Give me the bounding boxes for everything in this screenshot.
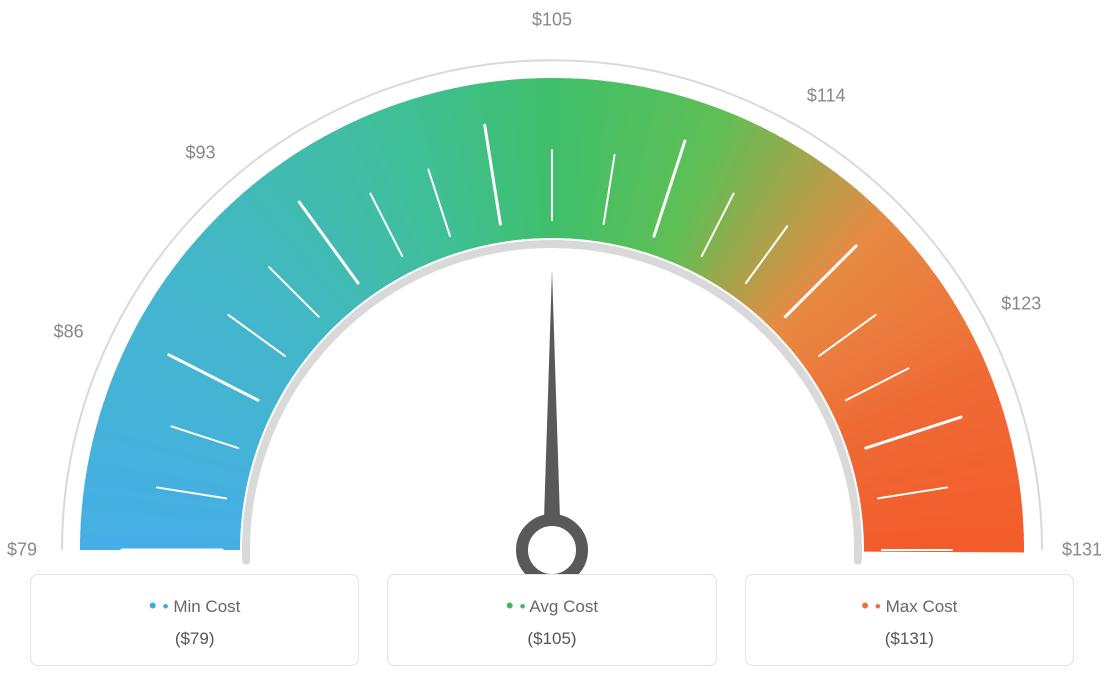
legend-title-max: • Max Cost (756, 593, 1063, 619)
gauge-chart: $79 $86 $93 $105 $114 $123 $131 (0, 0, 1104, 560)
gauge-scale-label: $131 (1062, 540, 1102, 561)
legend-value-max: ($131) (756, 629, 1063, 649)
legend-row: • Min Cost ($79) • Avg Cost ($105) • Max… (0, 574, 1104, 666)
legend-value-min: ($79) (41, 629, 348, 649)
legend-card-avg: • Avg Cost ($105) (387, 574, 716, 666)
gauge-scale-label: $123 (1001, 293, 1041, 314)
gauge-scale-label: $114 (807, 86, 846, 107)
gauge-svg (0, 20, 1104, 580)
legend-value-avg: ($105) (398, 629, 705, 649)
gauge-scale-label: $86 (54, 322, 84, 343)
legend-card-min: • Min Cost ($79) (30, 574, 359, 666)
legend-title-min: • Min Cost (41, 593, 348, 619)
gauge-scale-label: $93 (186, 143, 216, 164)
legend-title-avg: • Avg Cost (398, 593, 705, 619)
gauge-scale-label: $79 (7, 540, 37, 561)
gauge-scale-label: $105 (532, 10, 572, 31)
legend-card-max: • Max Cost ($131) (745, 574, 1074, 666)
